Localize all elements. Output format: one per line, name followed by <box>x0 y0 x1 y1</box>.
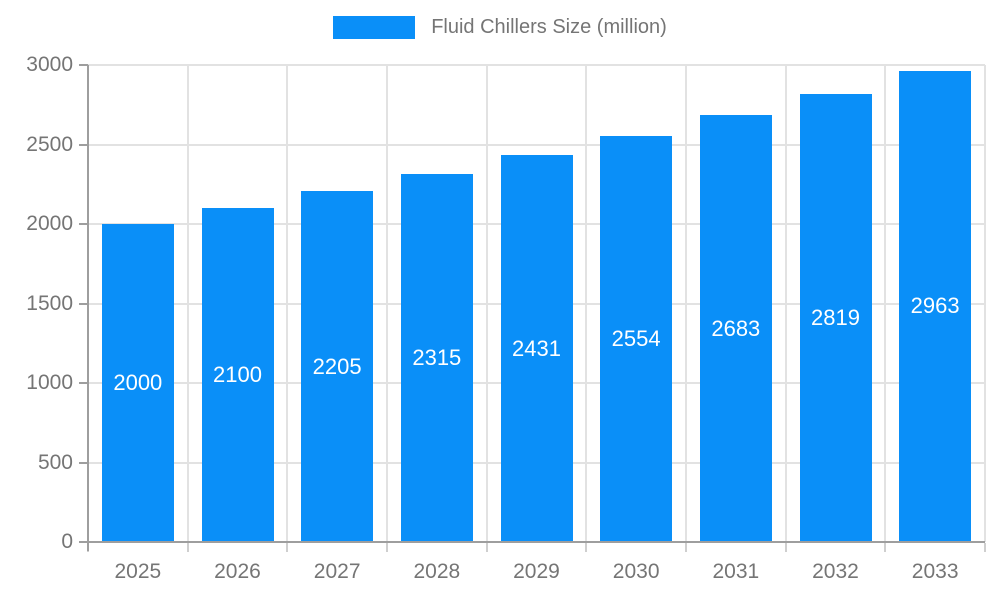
plot-area: 2000 2100 2205 2315 2431 2554 2683 2819 2963 <box>88 64 986 542</box>
legend-label: Fluid Chillers Size (million) <box>431 16 667 38</box>
bar-value-label: 2819 <box>811 304 860 330</box>
v-gridline <box>585 65 588 542</box>
bar[interactable]: 2205 <box>301 191 374 542</box>
x-axis-tick-label: 2025 <box>114 560 162 583</box>
x-axis-tick <box>485 543 488 552</box>
y-axis-line <box>87 65 89 551</box>
x-axis-tick <box>585 543 588 552</box>
x-axis-tick <box>186 543 189 552</box>
h-gridline <box>88 143 985 146</box>
bar[interactable]: 2315 <box>400 173 473 542</box>
legend-swatch-icon <box>333 16 416 39</box>
bar-value-label: 2431 <box>512 335 561 361</box>
v-gridline <box>485 65 488 542</box>
bar-value-label: 2315 <box>412 344 462 370</box>
bar[interactable]: 2000 <box>101 224 174 542</box>
bar[interactable]: 2554 <box>600 135 673 542</box>
x-axis-tick-label: 2033 <box>911 560 959 583</box>
v-gridline <box>386 65 388 542</box>
y-axis-tick-label: 2000 <box>26 212 73 235</box>
bar-value-label: 2554 <box>611 325 661 351</box>
y-axis-tick-label: 2500 <box>26 132 73 156</box>
x-axis-line <box>88 541 985 543</box>
x-axis-tick <box>984 543 986 552</box>
y-axis-tick <box>79 461 88 464</box>
y-axis-tick <box>79 143 88 146</box>
bar[interactable]: 2100 <box>201 208 274 542</box>
y-axis-tick <box>79 223 88 225</box>
x-axis-tick-label: 2030 <box>612 560 660 583</box>
x-axis-tick-label: 2028 <box>413 560 461 583</box>
y-axis-tick <box>79 302 88 305</box>
bar-value-label: 2205 <box>312 353 362 379</box>
x-axis-tick <box>386 543 388 552</box>
y-axis-tick <box>79 382 88 384</box>
bar[interactable]: 2819 <box>799 93 872 542</box>
y-axis-tick-label: 0 <box>61 530 73 553</box>
h-gridline <box>88 64 985 66</box>
bar[interactable]: 2683 <box>699 115 772 542</box>
x-axis-tick-label: 2031 <box>712 560 760 583</box>
y-axis-tick <box>79 64 88 66</box>
v-gridline <box>685 65 687 542</box>
x-axis-tick <box>884 543 887 552</box>
y-axis-tick-label: 1500 <box>26 291 73 315</box>
x-axis-tick-label: 2027 <box>313 560 361 583</box>
bar-value-label: 2100 <box>213 362 262 388</box>
y-axis-tick-label: 1000 <box>26 371 73 394</box>
x-axis-tick <box>286 543 289 552</box>
x-axis-tick-label: 2029 <box>513 560 560 583</box>
y-axis-tick-label: 3000 <box>26 53 73 76</box>
bar-value-label: 2963 <box>910 293 960 319</box>
v-gridline <box>984 65 986 542</box>
v-gridline <box>286 65 289 542</box>
y-axis-tick <box>79 541 88 543</box>
x-axis-tick-label: 2032 <box>812 560 859 583</box>
bar[interactable]: 2963 <box>899 70 972 542</box>
bar-value-label: 2683 <box>711 315 761 341</box>
y-axis-tick-label: 500 <box>37 450 73 474</box>
legend[interactable]: Fluid Chillers Size (million) <box>0 16 1000 39</box>
x-axis-tick <box>685 543 687 552</box>
v-gridline <box>186 65 189 542</box>
v-gridline <box>884 65 887 542</box>
v-gridline <box>784 65 787 542</box>
x-axis-tick-label: 2026 <box>214 560 261 583</box>
bar-value-label: 2000 <box>113 370 163 395</box>
bar[interactable]: 2431 <box>500 155 573 542</box>
x-axis-tick <box>784 543 787 552</box>
